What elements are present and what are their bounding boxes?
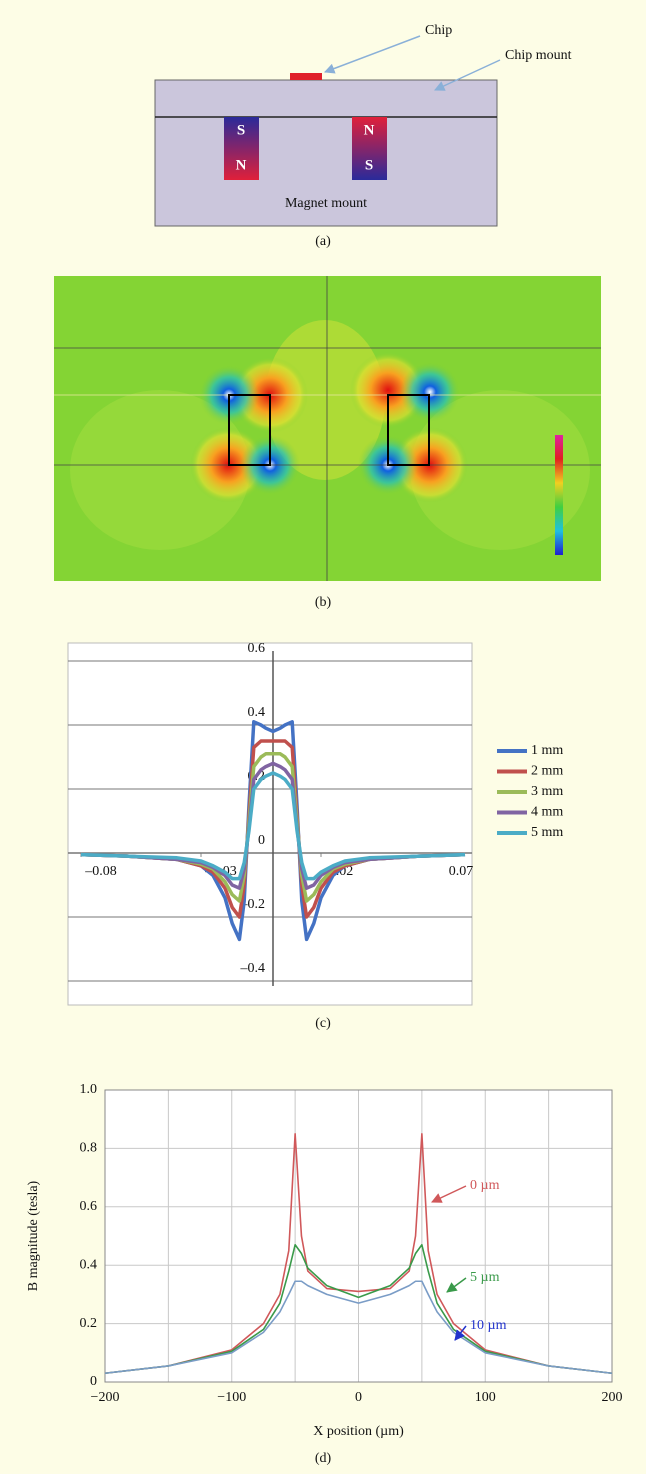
x-tick-label: −100	[217, 1390, 246, 1405]
y-tick-label: 0.6	[80, 1199, 98, 1214]
series-line	[80, 720, 466, 942]
pole: N	[236, 157, 247, 173]
annotation-arrow	[454, 1325, 467, 1341]
colorbar	[555, 435, 563, 555]
region	[265, 320, 385, 480]
arrow	[324, 35, 421, 74]
label: Magnet mount	[285, 196, 367, 211]
y-tick-label: 0.8	[80, 1141, 98, 1156]
x-axis-label: X position (µm)	[313, 1424, 404, 1439]
series-line	[80, 761, 466, 890]
series-line	[104, 1133, 613, 1375]
plot-area-c	[67, 642, 473, 1006]
caption: (a)	[315, 234, 331, 249]
field-map-b: (b)	[54, 276, 601, 610]
annotation-arrow	[446, 1277, 467, 1293]
caption: (b)	[315, 595, 332, 610]
annotation-arrow	[431, 1185, 467, 1203]
series-label: 10 µm	[470, 1318, 507, 1333]
region	[410, 390, 590, 550]
y-tick-label: 0	[90, 1374, 97, 1389]
series-label: 0 µm	[470, 1178, 500, 1193]
x-tick-label: 0.07	[449, 864, 474, 879]
y-tick-label: –0.4	[240, 961, 266, 976]
magnet-outline	[228, 394, 271, 466]
region	[70, 390, 250, 550]
y-tick-label: 0	[258, 833, 265, 848]
series-line	[104, 1243, 613, 1375]
x-tick-label: –0.08	[84, 864, 117, 879]
x-tick-label: −200	[91, 1390, 120, 1405]
series-line	[80, 752, 466, 903]
series-line	[80, 771, 466, 881]
y-tick-label: 0.4	[248, 705, 266, 720]
y-tick-label: 0.6	[248, 641, 266, 656]
plot-frame	[104, 1089, 613, 1383]
caption: (d)	[315, 1451, 332, 1466]
pole-field	[400, 362, 460, 422]
series-line	[104, 1280, 613, 1375]
x-tick-label: 100	[475, 1390, 496, 1405]
y-tick-label: 0.4	[80, 1257, 98, 1272]
magnet-outline	[387, 394, 430, 466]
caption: (c)	[315, 1016, 331, 1031]
magnet	[352, 117, 387, 180]
diagram-a: S N N S Chip Chip mount Magnet mount (a)	[154, 23, 572, 249]
y-tick-label: 0.2	[80, 1316, 98, 1331]
legend-label: 3 mm	[531, 784, 563, 799]
label: Chip	[425, 23, 452, 38]
pole: S	[237, 122, 245, 138]
legend-label: 2 mm	[531, 764, 563, 779]
pole: S	[365, 157, 373, 173]
magnet	[224, 117, 259, 180]
legend-label: 4 mm	[531, 805, 563, 820]
series-label: 5 µm	[470, 1270, 500, 1285]
series-line	[80, 739, 466, 919]
arrow	[434, 59, 501, 91]
label: Chip mount	[505, 48, 572, 63]
legend-label: 5 mm	[531, 825, 563, 840]
x-tick-label: 200	[602, 1390, 623, 1405]
pole: N	[364, 122, 375, 138]
y-axis-label: B magnitude (tesla)	[26, 1180, 41, 1291]
mount	[154, 79, 498, 227]
chip	[290, 73, 322, 80]
legend-label: 1 mm	[531, 743, 563, 758]
x-tick-label: 0	[355, 1390, 362, 1405]
y-tick-label: 1.0	[80, 1082, 98, 1097]
